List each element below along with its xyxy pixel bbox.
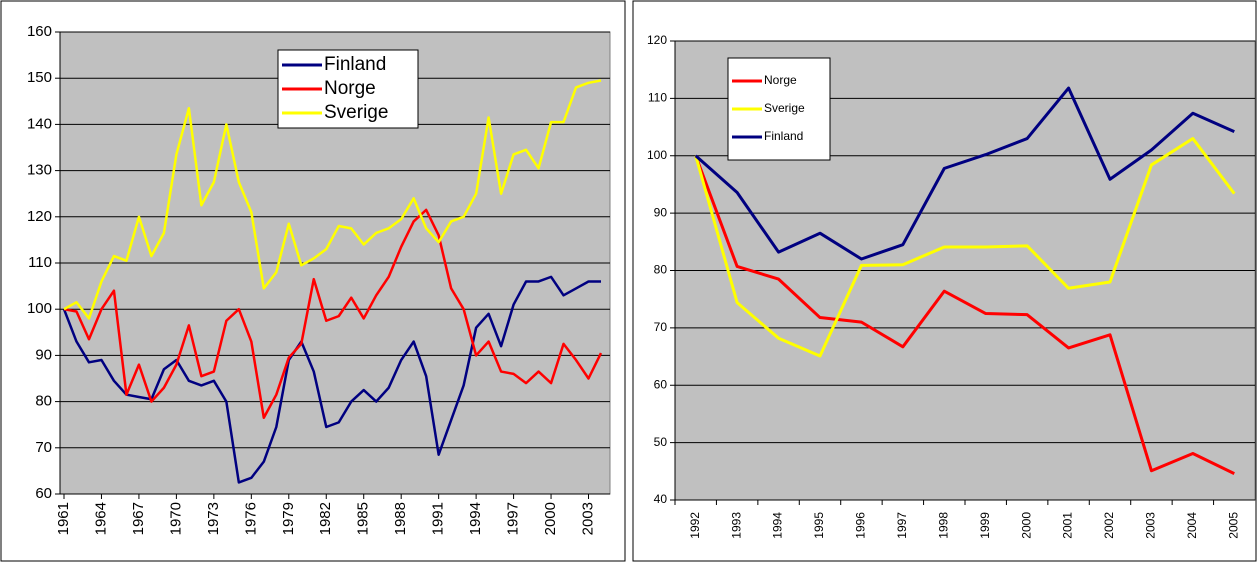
y-tick-label: 70: [35, 439, 52, 456]
y-tick-label: 110: [648, 91, 667, 105]
x-tick-label: 1991: [430, 502, 447, 535]
x-tick-label: 1995: [812, 512, 826, 539]
legend-label: Sverige: [324, 102, 388, 123]
x-tick-label: 1982: [317, 502, 334, 535]
x-tick-label: 1967: [130, 502, 147, 535]
x-tick-label: 2004: [1185, 512, 1199, 539]
y-tick-label: 80: [654, 263, 668, 277]
x-tick-label: 1996: [854, 512, 868, 539]
legend: Norge Sverige Finland: [727, 57, 831, 161]
x-tick-label: 1998: [936, 512, 950, 539]
y-tick-label: 90: [35, 346, 52, 363]
legend-label: Finland: [324, 54, 386, 75]
y-tick-label: 160: [27, 23, 52, 40]
legend-label: Sverige: [764, 101, 805, 115]
y-tick-label: 60: [654, 377, 668, 391]
y-tick-label: 80: [35, 393, 52, 410]
x-tick-label: 1994: [467, 502, 484, 535]
x-tick-label: 2002: [1102, 512, 1116, 539]
y-tick-label: 60: [35, 485, 52, 502]
y-tick-label: 70: [654, 320, 668, 334]
series-line: [694, 155, 1235, 475]
x-tick-label: 2005: [1226, 512, 1240, 539]
series-line: [62, 275, 601, 484]
y-tick-label: 150: [27, 69, 52, 86]
x-tick-label: 1970: [167, 502, 184, 535]
series-line: [694, 137, 1236, 358]
x-tick-label: 1997: [895, 512, 909, 539]
x-tick-label: 1992: [688, 512, 702, 539]
x-tick-label: 1961: [55, 502, 72, 535]
x-tick-label: 1994: [771, 512, 785, 539]
legend: Finland Norge Sverige: [277, 49, 419, 129]
x-tick-label: 1973: [205, 502, 222, 535]
x-tick-label: 1999: [978, 512, 992, 539]
x-tick-label: 1993: [729, 512, 743, 539]
x-tick-label: 1979: [280, 502, 297, 535]
y-tick-label: 120: [27, 208, 52, 225]
y-tick-label: 40: [654, 492, 668, 506]
x-tick-label: 2000: [1019, 512, 1033, 539]
x-tick-label: 1997: [505, 502, 522, 535]
y-tick-label: 130: [27, 162, 52, 179]
x-tick-label: 2003: [579, 502, 596, 535]
legend-label: Norge: [324, 78, 376, 99]
y-tick-label: 120: [647, 33, 667, 47]
x-tick-label: 2003: [1144, 512, 1158, 539]
series-line: [694, 86, 1235, 261]
y-tick-label: 50: [654, 435, 668, 449]
y-tick-label: 100: [647, 148, 667, 162]
y-tick-label: 100: [27, 300, 52, 317]
y-tick-label: 90: [654, 205, 668, 219]
x-tick-label: 1976: [242, 502, 259, 535]
series-line: [63, 79, 602, 320]
x-tick-label: 2000: [542, 502, 559, 535]
x-tick-label: 1964: [92, 502, 109, 535]
y-tick-label: 110: [28, 254, 52, 271]
x-tick-label: 2001: [1061, 512, 1075, 539]
x-tick-label: 1988: [392, 502, 409, 535]
y-tick-label: 140: [27, 115, 52, 132]
legend-label: Norge: [764, 73, 797, 87]
x-tick-label: 1985: [355, 502, 372, 535]
legend-label: Finland: [764, 129, 803, 143]
series-line: [63, 208, 603, 420]
